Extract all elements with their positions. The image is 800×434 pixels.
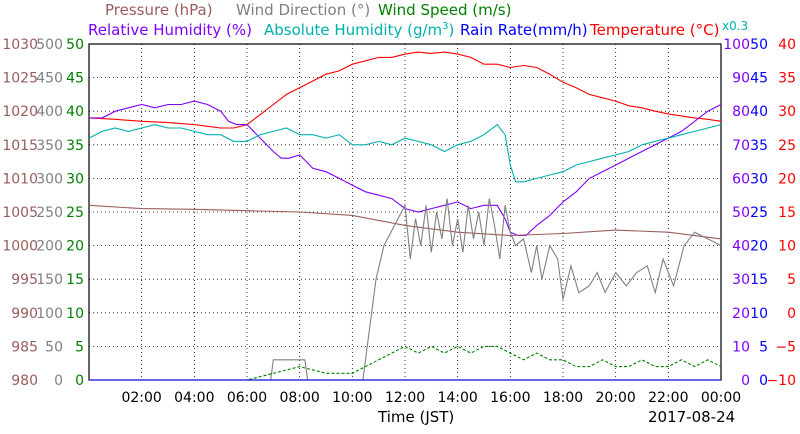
chart-date: 2017-08-24 xyxy=(648,408,736,426)
rain-rate-tick-label: 5 xyxy=(759,339,768,355)
rain-rate-tick-label: 50 xyxy=(750,37,768,53)
temperature-tick-label: 35 xyxy=(778,71,796,87)
humidity-tick-label: 80 xyxy=(732,104,750,120)
x-tick-label: 22:00 xyxy=(648,390,688,406)
x-tick-label: 00:00 xyxy=(701,390,741,406)
pressure-tick-label: 995 xyxy=(11,272,38,288)
legend-pressure: Pressure (hPa) xyxy=(105,1,213,19)
rain-rate-tick-label: 45 xyxy=(750,71,768,87)
temperature-tick-label: 30 xyxy=(778,104,796,120)
pressure-tick-label: 1015 xyxy=(2,138,38,154)
pressure-tick-label: 1025 xyxy=(2,71,38,87)
pressure-tick-label: 1020 xyxy=(2,104,38,120)
wind-speed-tick-label: 10 xyxy=(66,306,84,322)
wind-speed-tick-label: 15 xyxy=(66,272,84,288)
temperature-tick-label: 40 xyxy=(778,37,796,53)
wind-speed-tick-label: 30 xyxy=(66,171,84,187)
wind-direction-tick-label: 50 xyxy=(45,339,63,355)
wind-direction-series-line xyxy=(89,198,722,381)
legend-absolute-humidity: Absolute Humidity (g/m3) xyxy=(264,21,454,39)
wind-speed-tick-label: 20 xyxy=(66,239,84,255)
rain-rate-tick-label: 35 xyxy=(750,138,768,154)
wind-speed-tick-label: 45 xyxy=(66,71,84,87)
rain-rate-tick-label: 15 xyxy=(750,272,768,288)
rain-rate-tick-label: 30 xyxy=(750,171,768,187)
humidity-tick-label: 90 xyxy=(732,71,750,87)
temperature-tick-label: 10 xyxy=(778,239,796,255)
pressure-tick-label: 980 xyxy=(11,373,38,389)
wind-direction-tick-label: 100 xyxy=(36,306,63,322)
humidity-tick-label: 40 xyxy=(732,239,750,255)
humidity-tick-label: 20 xyxy=(732,306,750,322)
wind-direction-tick-label: 200 xyxy=(36,239,63,255)
legend-wind-speed: Wind Speed (m/s) xyxy=(378,1,512,19)
legend-absolute-humidity-suffix: ) xyxy=(448,21,455,39)
temperature-tick-label: −10 xyxy=(766,373,796,389)
wind-speed-series-line xyxy=(89,345,722,381)
wind-direction-tick-label: 0 xyxy=(54,373,63,389)
pressure-tick-label: 1030 xyxy=(2,37,38,53)
humidity-tick-label: 30 xyxy=(732,272,750,288)
wind-direction-tick-label: 250 xyxy=(36,205,63,221)
x-tick-label: 06:00 xyxy=(227,390,267,406)
humidity-tick-label: 0 xyxy=(741,373,750,389)
temperature-tick-label: 25 xyxy=(778,138,796,154)
legend-wind-direction: Wind Direction (°) xyxy=(236,1,371,19)
x-tick-label: 04:00 xyxy=(174,390,214,406)
pressure-tick-label: 1005 xyxy=(2,205,38,221)
x-tick-label: 18:00 xyxy=(543,390,583,406)
temperature-tick-label: 5 xyxy=(787,272,796,288)
temperature-series-line xyxy=(88,51,722,129)
wind-speed-tick-label: 35 xyxy=(66,138,84,154)
pressure-tick-label: 1000 xyxy=(2,239,38,255)
rain-rate-tick-label: 20 xyxy=(750,239,768,255)
rain-rate-tick-label: 10 xyxy=(750,306,768,322)
x-tick-label: 20:00 xyxy=(595,390,635,406)
x-tick-label: 12:00 xyxy=(385,390,425,406)
temperature-tick-label: 15 xyxy=(778,205,796,221)
wind-speed-tick-label: 0 xyxy=(75,373,84,389)
humidity-tick-label: 50 xyxy=(732,205,750,221)
legend-absolute-humidity-sup: 3 xyxy=(442,21,449,32)
wind-direction-tick-label: 150 xyxy=(36,272,63,288)
wind-speed-tick-label: 25 xyxy=(66,205,84,221)
x-axis-title: Time (JST) xyxy=(378,408,455,426)
wind-speed-tick-label: 50 xyxy=(66,37,84,53)
legend-absolute-humidity-label: Absolute Humidity (g/m xyxy=(264,21,443,39)
rain-rate-tick-label: 25 xyxy=(750,205,768,221)
wind-direction-tick-label: 350 xyxy=(36,138,63,154)
pressure-tick-label: 990 xyxy=(11,306,38,322)
humidity-tick-label: 100 xyxy=(723,37,750,53)
x-tick-label: 16:00 xyxy=(490,390,530,406)
temperature-tick-label: −5 xyxy=(775,339,796,355)
temperature-tick-label: 20 xyxy=(778,171,796,187)
rain-rate-tick-label: 40 xyxy=(750,104,768,120)
legend-relative-humidity: Relative Humidity (%) xyxy=(88,21,252,39)
wind-direction-tick-label: 450 xyxy=(36,71,63,87)
pressure-tick-label: 1010 xyxy=(2,171,38,187)
x-tick-label: 10:00 xyxy=(332,390,372,406)
pressure-tick-label: 985 xyxy=(11,339,38,355)
humidity-tick-label: 70 xyxy=(732,138,750,154)
x-tick-label: 14:00 xyxy=(437,390,477,406)
humidity-tick-label: 10 xyxy=(732,339,750,355)
wind-direction-tick-label: 300 xyxy=(36,171,63,187)
x-tick-label: 02:00 xyxy=(121,390,161,406)
legend-abs-humidity-scale: x0.3 xyxy=(722,19,749,33)
pressure-series-line xyxy=(88,204,722,240)
wind-speed-tick-label: 5 xyxy=(75,339,84,355)
rain-rate-tick-label: 0 xyxy=(759,373,768,389)
absolute-humidity-series-line xyxy=(88,123,722,183)
wind-direction-tick-label: 500 xyxy=(36,37,63,53)
humidity-tick-label: 60 xyxy=(732,171,750,187)
x-tick-label: 08:00 xyxy=(279,390,319,406)
wind-speed-tick-label: 40 xyxy=(66,104,84,120)
wind-direction-tick-label: 400 xyxy=(36,104,63,120)
legend-rain-rate: Rain Rate(mm/h) xyxy=(460,21,588,39)
temperature-tick-label: 0 xyxy=(787,306,796,322)
legend-temperature: Temperature (°C) xyxy=(590,21,720,39)
